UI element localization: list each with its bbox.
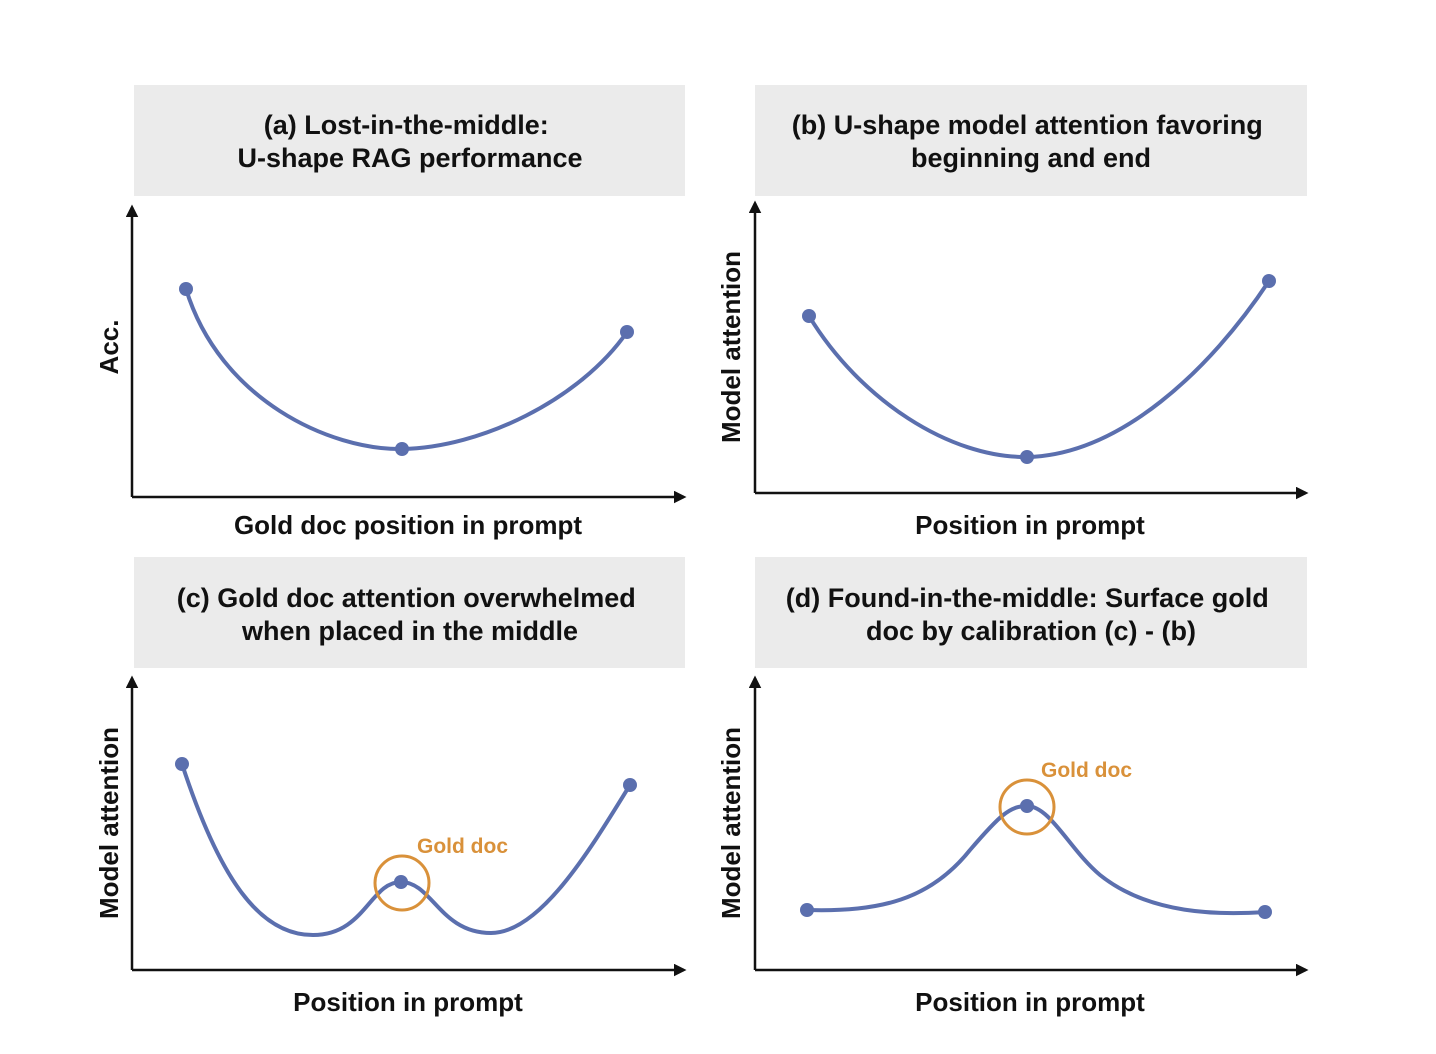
- panel-d-gold-circle: [998, 778, 1056, 836]
- panel-d-point-start: [800, 903, 814, 917]
- panel-c-title: (c) Gold doc attention overwhelmed when …: [177, 583, 644, 646]
- panel-a-point-end: [620, 325, 634, 339]
- panel-a-point-start: [179, 282, 193, 296]
- panel-d-gold-label: Gold doc: [1041, 759, 1132, 782]
- panel-a-point-middle: [395, 442, 409, 456]
- panel-b-curve: [807, 279, 1271, 460]
- panel-a: (a) Lost-in-the-middle: U-shape RAG perf…: [94, 85, 687, 540]
- panel-d-point-gold: [1020, 799, 1034, 813]
- panel-b-ylabel: Model attention: [716, 251, 746, 443]
- panel-d: (d) Found-in-the-middle: Surface gold do…: [716, 557, 1309, 1017]
- panel-c: (c) Gold doc attention overwhelmed when …: [94, 557, 687, 1017]
- panel-c-gold-label: Gold doc: [417, 835, 508, 858]
- panel-d-title-box: [755, 557, 1307, 668]
- panel-a-curve: [184, 288, 629, 452]
- panel-c-point-end: [623, 778, 637, 792]
- panel-d-point-end: [1258, 905, 1272, 919]
- panel-d-curve: [806, 803, 1266, 916]
- panel-a-title-box: [134, 85, 685, 196]
- panel-d-ylabel: Model attention: [716, 727, 746, 919]
- panel-b-title-box: [755, 85, 1307, 196]
- panel-c-gold-circle: [373, 854, 431, 912]
- panel-b-title: (b) U-shape model attention favoring beg…: [792, 110, 1271, 173]
- panel-b-xlabel: Position in prompt: [915, 510, 1145, 540]
- panel-c-point-gold: [394, 875, 408, 889]
- panel-a-title: (a) Lost-in-the-middle: U-shape RAG perf…: [237, 110, 582, 173]
- panel-b-point-start: [802, 309, 816, 323]
- panel-d-xlabel: Position in prompt: [915, 987, 1145, 1017]
- panel-c-title-box: [134, 557, 685, 668]
- panel-c-xlabel: Position in prompt: [293, 987, 523, 1017]
- panel-a-ylabel: Acc.: [94, 320, 124, 375]
- panel-a-xlabel: Gold doc position in prompt: [234, 510, 582, 540]
- panel-b-point-middle: [1020, 450, 1034, 464]
- panel-c-point-start: [175, 757, 189, 771]
- panel-d-title: (d) Found-in-the-middle: Surface gold do…: [786, 583, 1276, 646]
- panel-b-point-end: [1262, 274, 1276, 288]
- panel-c-ylabel: Model attention: [94, 727, 124, 919]
- panel-b: (b) U-shape model attention favoring beg…: [716, 85, 1309, 540]
